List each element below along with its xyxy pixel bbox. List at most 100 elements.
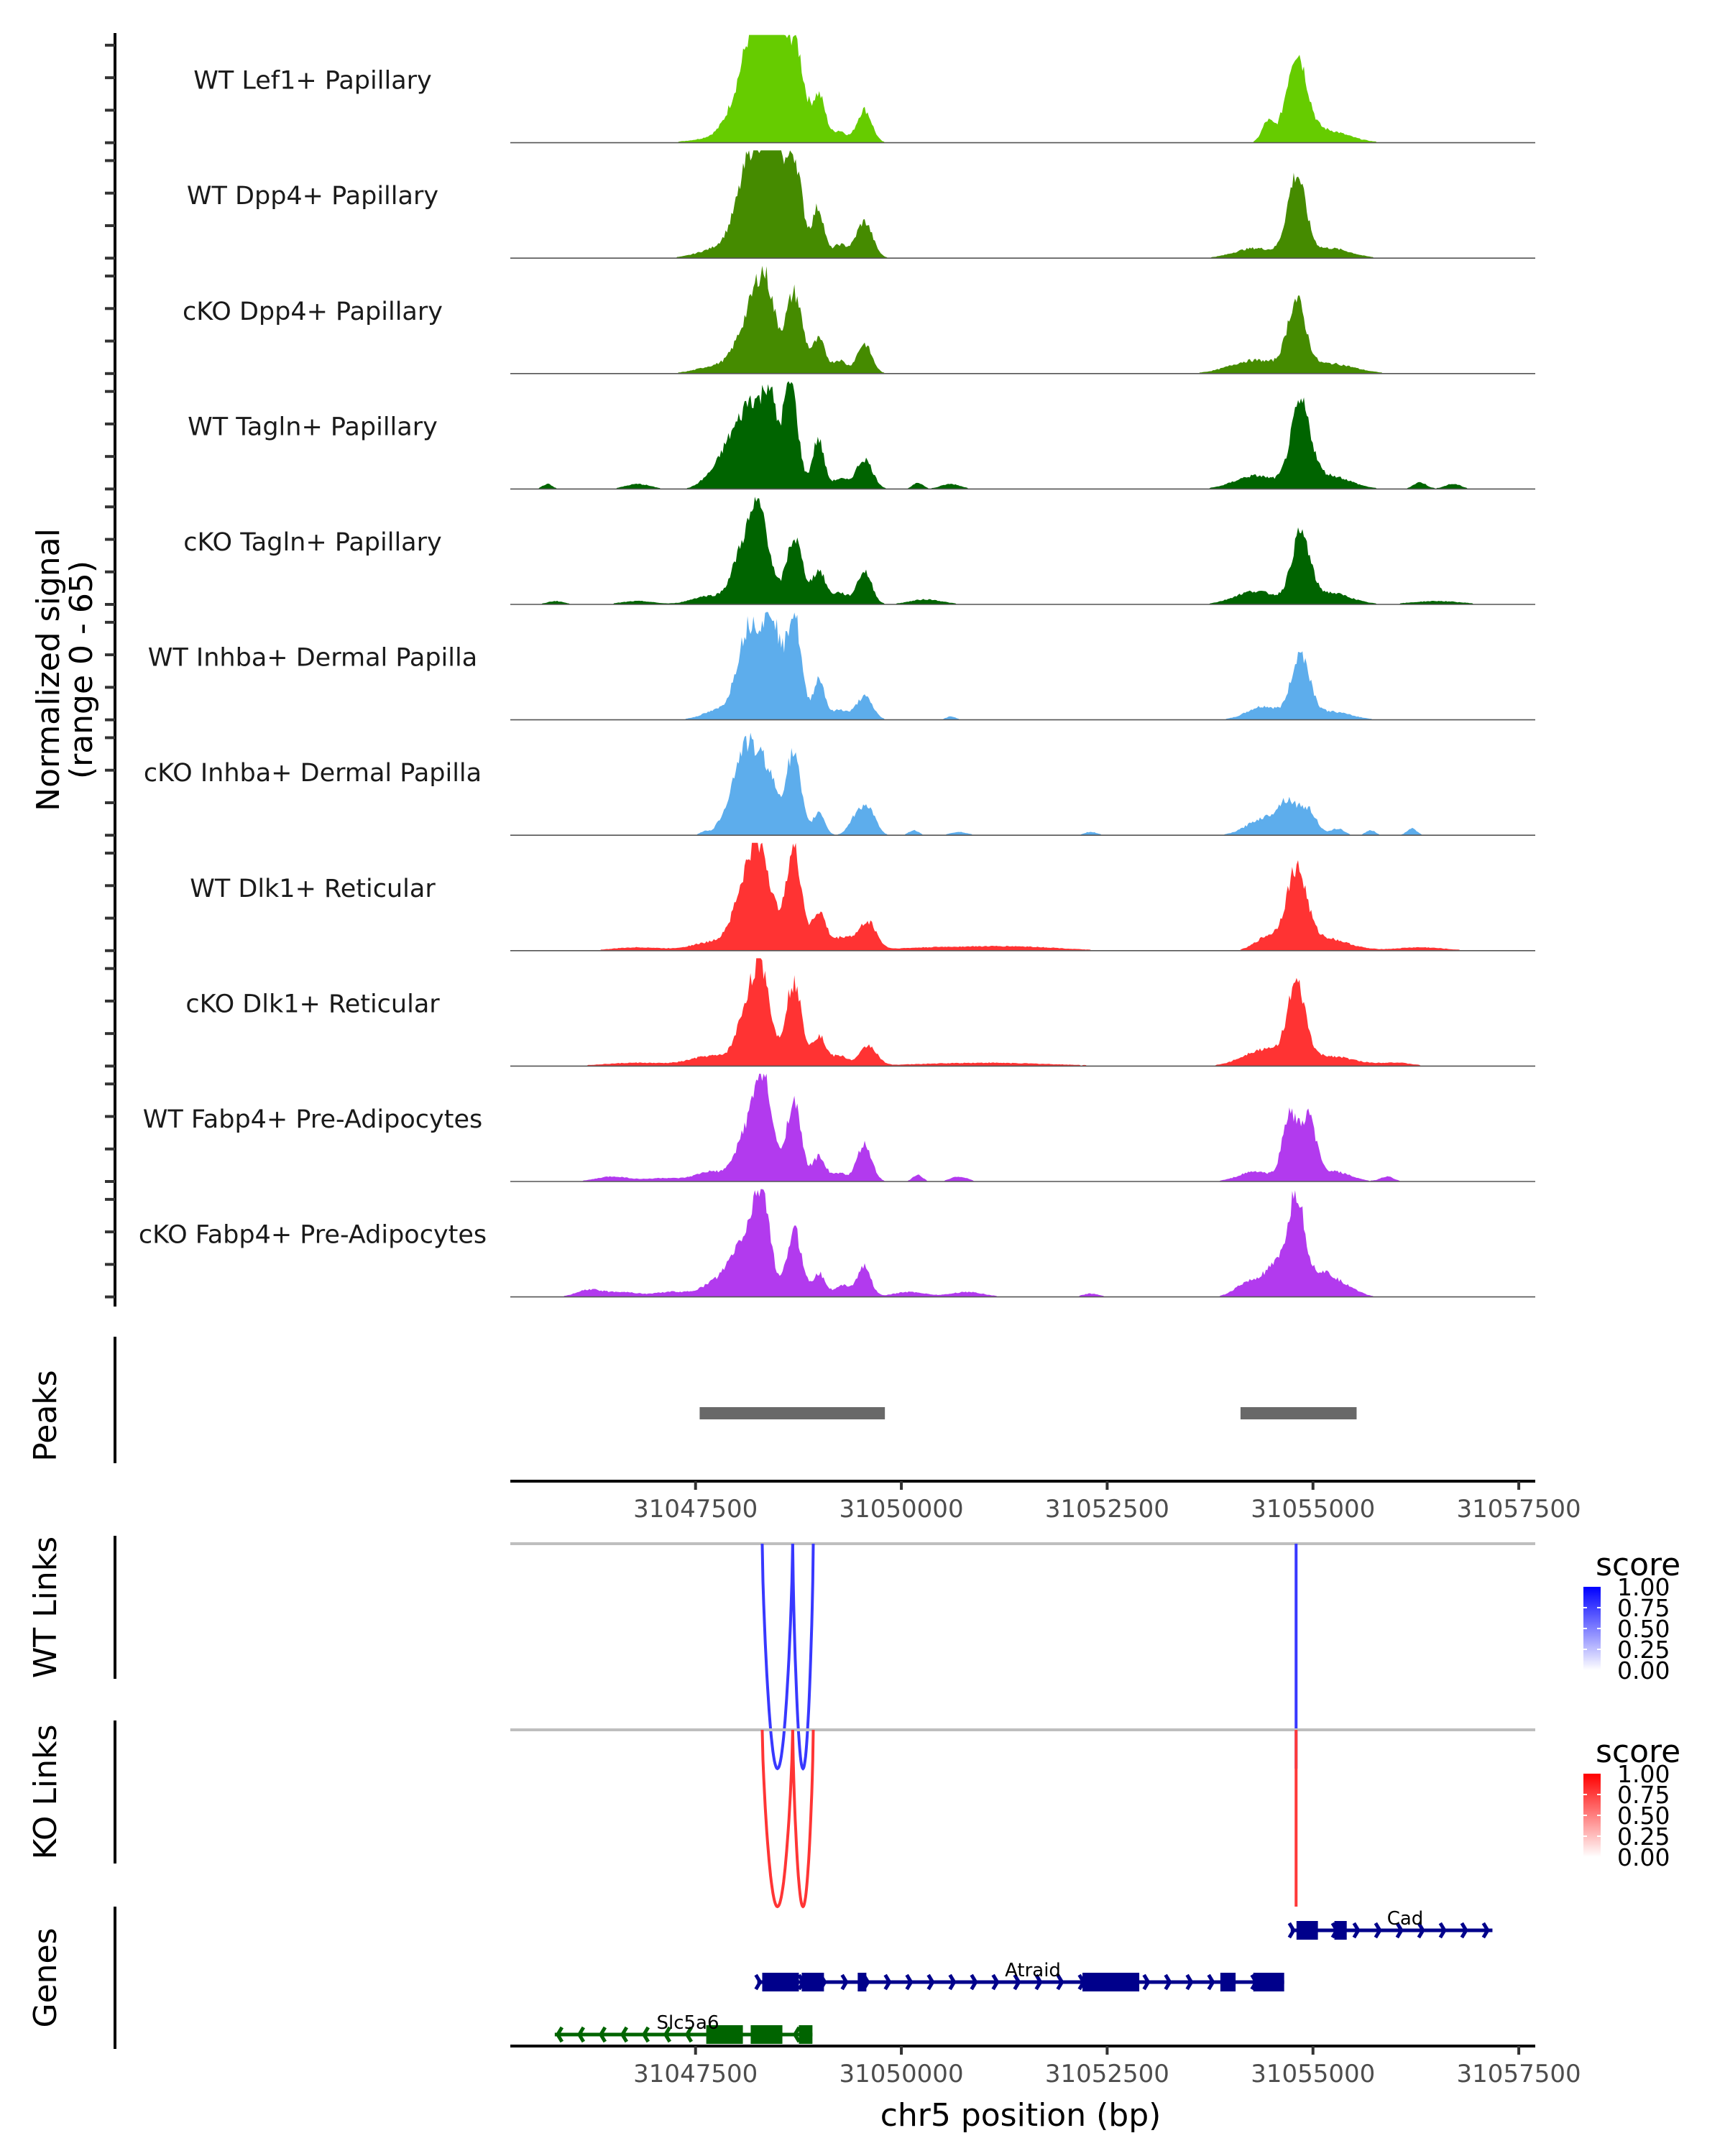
strand-arrow-left-icon [684, 2026, 693, 2043]
track-label: cKO Dlk1+ Reticular [185, 990, 440, 1018]
coverage-panel: Normalized signal (range 0 - 65) WT Lef1… [30, 33, 1535, 1307]
link-arc [760, 1543, 794, 1771]
legend-tick-label: 0.75 [1617, 1781, 1670, 1809]
legend-tick-label: 0.75 [1617, 1594, 1670, 1622]
strand-arrow-right-icon [1395, 1922, 1404, 1939]
legend-tick-label: 0.50 [1617, 1802, 1670, 1830]
strand-arrow-right-icon [1142, 1973, 1151, 1991]
coverage-track: cKO Dpp4+ Papillary [183, 265, 1535, 374]
genes-x-tick-label: 31047500 [633, 2060, 758, 2088]
genes-x-axis-ticks: 31047500 31050000 31052500 31055000 31057500 [633, 2046, 1581, 2088]
coverage-area [510, 265, 1535, 374]
strand-arrow-right-icon [1207, 1973, 1215, 1991]
peaks-x-tick-label: 31057500 [1457, 1495, 1581, 1524]
strand-arrow-left-icon [620, 2026, 628, 2043]
coverage-y-label-line1: Normalized signal [30, 528, 67, 811]
strand-arrow-right-icon [1034, 1973, 1043, 1991]
strand-arrow-right-icon [1481, 1922, 1490, 1939]
exon-block [857, 1973, 867, 1991]
genes-panel: Genes Cad Atraid Slc5a6 31047500 31050000 31… [27, 1907, 1581, 2134]
peak-bar [1240, 1407, 1357, 1419]
gene-label: Atraid [1005, 1960, 1061, 1981]
coverage-track: WT Inhba+ Dermal Papilla [148, 612, 1535, 721]
strand-arrow-right-icon [948, 1973, 957, 1991]
peaks-x-tick-label: 31047500 [633, 1495, 758, 1524]
peaks-x-tick-label: 31050000 [840, 1495, 964, 1524]
strand-arrow-right-icon [840, 1973, 849, 1991]
strand-arrow-right-icon [1417, 1922, 1425, 1939]
gene-model: Cad [1287, 1908, 1493, 1940]
coverage-track: WT Dpp4+ Papillary [187, 150, 1535, 259]
coverage-area [510, 150, 1535, 259]
strand-arrow-right-icon [1352, 1922, 1361, 1939]
peaks-title: Peaks [27, 1370, 64, 1461]
strand-arrow-left-icon [663, 2026, 671, 2043]
peaks-x-axis-ticks: 31047500 31050000 31052500 31055000 31057500 [633, 1481, 1581, 1524]
strand-arrow-right-icon [1013, 1973, 1021, 1991]
coverage-area [510, 958, 1535, 1067]
exon-block [1253, 1973, 1284, 1991]
coverage-area [510, 612, 1535, 720]
track-label: cKO Fabp4+ Pre-Adipocytes [139, 1221, 487, 1250]
legend-tick-label: 1.00 [1617, 1760, 1670, 1788]
legend-tick-label: 0.00 [1617, 1657, 1670, 1685]
exon-block [1296, 1921, 1318, 1940]
coverage-y-ticks [105, 43, 115, 1299]
legend-tick-label: 1.00 [1617, 1573, 1670, 1601]
coverage-area [510, 1074, 1535, 1181]
coverage-area [510, 381, 1535, 489]
legend-tick-label: 0.00 [1617, 1843, 1670, 1871]
genes-x-tick-label: 31055000 [1251, 2060, 1375, 2088]
track-label: WT Dpp4+ Papillary [187, 182, 438, 211]
strand-arrow-right-icon [1374, 1922, 1382, 1939]
peaks-panel: Peaks 31047500 31050000 31052500 31055000 31… [27, 1337, 1581, 1524]
coverage-area [510, 732, 1535, 836]
coverage-track: WT Tagln+ Papillary [188, 381, 1535, 490]
gene-label: Slc5a6 [656, 2012, 719, 2034]
genes-title: Genes [27, 1927, 64, 2027]
strand-arrow-right-icon [1185, 1973, 1194, 1991]
link-arc [791, 1729, 815, 1909]
track-label: cKO Dpp4+ Papillary [183, 298, 443, 326]
strand-arrow-right-icon [905, 1973, 914, 1991]
x-axis-title: chr5 position (bp) [880, 2097, 1162, 2134]
track-label: WT Inhba+ Dermal Papilla [148, 644, 477, 673]
strand-arrow-left-icon [598, 2026, 607, 2043]
legend-title: score [1596, 1733, 1680, 1770]
coverage-track: WT Dlk1+ Reticular [190, 842, 1535, 952]
exon-block [1220, 1973, 1236, 1991]
legend-tick-label: 0.25 [1617, 1636, 1670, 1664]
genes-x-tick-label: 31050000 [840, 2060, 964, 2088]
exon-block [1082, 1973, 1140, 1991]
coverage-track: WT Fabp4+ Pre-Adipocytes [143, 1074, 1535, 1182]
strand-arrow-right-icon [970, 1973, 978, 1991]
links-title: KO Links [27, 1724, 64, 1859]
coverage-y-label-line2: (range 0 - 65) [63, 561, 100, 779]
coverage-area [510, 497, 1535, 604]
track-label: cKO Inhba+ Dermal Papilla [144, 759, 482, 788]
track-label: WT Fabp4+ Pre-Adipocytes [143, 1105, 482, 1134]
strand-arrow-right-icon [1438, 1922, 1447, 1939]
legend-tick-label: 0.50 [1617, 1615, 1670, 1643]
coverage-track: cKO Dlk1+ Reticular [185, 958, 1535, 1067]
peaks-x-tick-label: 31055000 [1251, 1495, 1375, 1524]
coverage-track: cKO Fabp4+ Pre-Adipocytes [139, 1189, 1535, 1298]
gene-label: Cad [1387, 1908, 1424, 1930]
genes-x-tick-label: 31057500 [1457, 2060, 1581, 2088]
strand-arrow-right-icon [1287, 1922, 1296, 1939]
track-label: WT Tagln+ Papillary [188, 413, 438, 441]
exon-block [1334, 1921, 1347, 1940]
track-label: cKO Tagln+ Papillary [183, 528, 442, 557]
peaks-x-tick-label: 31052500 [1045, 1495, 1169, 1524]
gene-model: Slc5a6 [554, 2012, 813, 2044]
track-label: WT Dlk1+ Reticular [190, 875, 436, 903]
exon-block [799, 2025, 813, 2044]
peak-bar [699, 1407, 886, 1419]
track-label: WT Lef1+ Papillary [193, 67, 432, 96]
exon-block [801, 1973, 824, 1991]
